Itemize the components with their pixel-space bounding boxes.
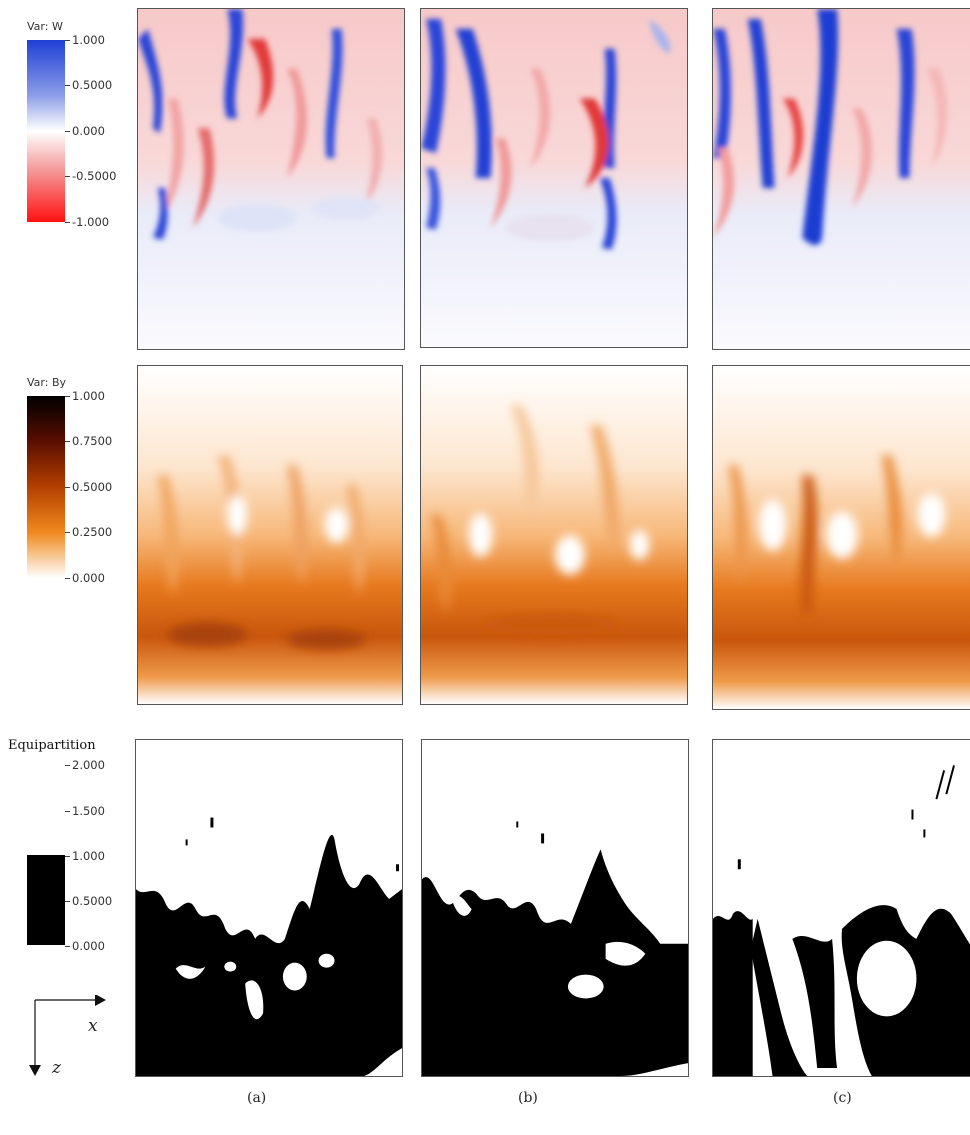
tick-w-1: 0.5000 [65, 79, 112, 91]
axes-arrows [29, 995, 106, 1076]
z-axis-label: z [52, 1058, 61, 1078]
colorbar-by [27, 396, 65, 578]
legend-title-by: Var: By [27, 376, 66, 389]
tick-by-0: 1.000 [65, 390, 105, 402]
panel-by-a [137, 365, 403, 705]
tick-eq-2: 1.000 [65, 850, 105, 862]
legend-title-w: Var: W [27, 20, 63, 33]
panel-eq-b [421, 739, 689, 1077]
x-axis-label: x [88, 1016, 98, 1036]
tick-w-4: -1.000 [65, 216, 109, 228]
tick-by-2: 0.5000 [65, 481, 112, 493]
tick-eq-4: 0.000 [65, 940, 105, 952]
panel-by-c [712, 365, 970, 710]
tick-eq-1: 1.500 [65, 805, 105, 817]
tick-w-2: 0.000 [65, 125, 105, 137]
tick-w-3: -0.5000 [65, 170, 116, 182]
tick-eq-0: 2.000 [65, 759, 105, 771]
panel-eq-a [135, 739, 403, 1077]
panel-eq-c [712, 739, 970, 1077]
tick-w-0: 1.000 [65, 34, 105, 46]
tick-by-1: 0.7500 [65, 435, 112, 447]
panel-w-a [137, 8, 405, 350]
tick-by-4: 0.000 [65, 572, 105, 584]
tick-by-3: 0.2500 [65, 526, 112, 538]
caption-a: (a) [247, 1090, 267, 1106]
colorbar-w [27, 40, 65, 222]
caption-b: (b) [518, 1090, 538, 1106]
caption-c: (c) [833, 1090, 852, 1106]
panel-w-c [712, 8, 970, 350]
panel-w-b [420, 8, 688, 348]
colorbar-equipartition [27, 855, 65, 945]
panel-by-b [420, 365, 688, 705]
legend-title-equipartition: Equipartition [8, 738, 96, 753]
tick-eq-3: 0.5000 [65, 895, 112, 907]
